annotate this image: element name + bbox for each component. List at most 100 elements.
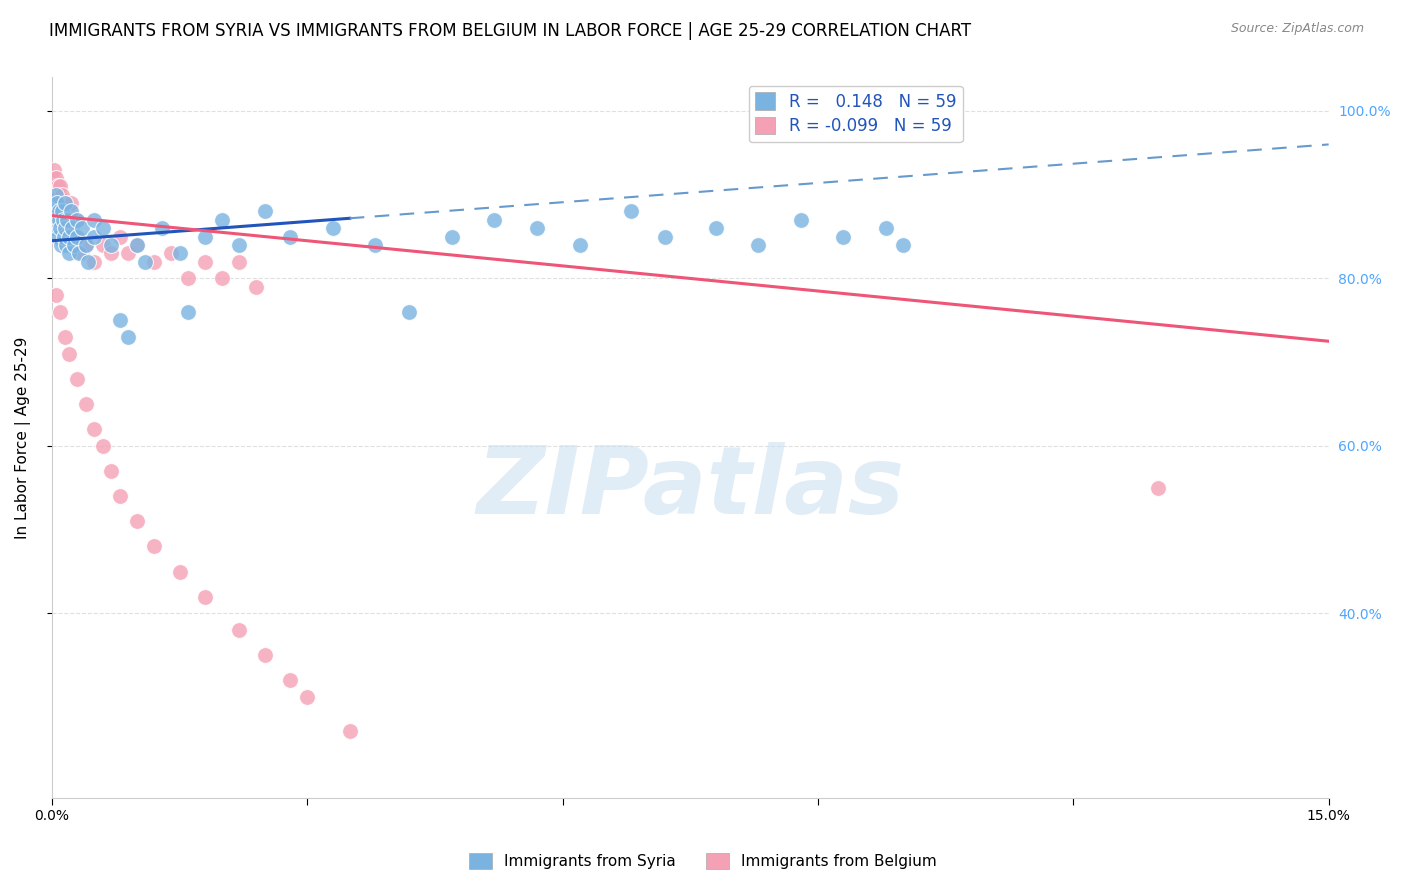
- Point: [484, 212, 506, 227]
- Point: [211, 212, 233, 227]
- Point: [49, 179, 72, 194]
- Point: [75, 397, 97, 411]
- Point: [177, 271, 200, 285]
- Point: [59, 204, 82, 219]
- Point: [83, 422, 105, 436]
- Point: [83, 229, 105, 244]
- Point: [45, 170, 67, 185]
- Point: [108, 313, 131, 327]
- Point: [67, 246, 90, 260]
- Point: [91, 221, 114, 235]
- Point: [45, 187, 67, 202]
- Point: [322, 221, 344, 235]
- Point: [52, 229, 75, 244]
- Point: [100, 238, 122, 252]
- Point: [55, 238, 77, 252]
- Point: [790, 212, 813, 227]
- Point: [66, 229, 89, 244]
- Point: [52, 212, 75, 227]
- Point: [83, 212, 105, 227]
- Point: [117, 330, 139, 344]
- Point: [58, 229, 80, 244]
- Point: [364, 238, 387, 252]
- Point: [60, 212, 83, 227]
- Point: [108, 489, 131, 503]
- Point: [45, 196, 67, 211]
- Point: [832, 229, 855, 244]
- Point: [58, 229, 80, 244]
- Point: [49, 221, 72, 235]
- Text: Source: ZipAtlas.com: Source: ZipAtlas.com: [1230, 22, 1364, 36]
- Point: [440, 229, 463, 244]
- Point: [44, 204, 66, 219]
- Point: [875, 221, 897, 235]
- Legend: Immigrants from Syria, Immigrants from Belgium: Immigrants from Syria, Immigrants from B…: [463, 847, 943, 875]
- Point: [66, 212, 89, 227]
- Point: [245, 280, 267, 294]
- Point: [398, 305, 420, 319]
- Text: ZIPatlas: ZIPatlas: [477, 442, 904, 534]
- Point: [52, 212, 75, 227]
- Point: [44, 187, 66, 202]
- Point: [58, 246, 80, 260]
- Point: [46, 229, 69, 244]
- Point: [117, 246, 139, 260]
- Text: IMMIGRANTS FROM SYRIA VS IMMIGRANTS FROM BELGIUM IN LABOR FORCE | AGE 25-29 CORR: IMMIGRANTS FROM SYRIA VS IMMIGRANTS FROM…: [49, 22, 972, 40]
- Point: [48, 204, 70, 219]
- Point: [70, 221, 93, 235]
- Point: [42, 221, 65, 235]
- Point: [194, 254, 217, 268]
- Point: [60, 221, 83, 235]
- Point: [45, 196, 67, 211]
- Point: [143, 254, 166, 268]
- Point: [1147, 481, 1170, 495]
- Point: [83, 254, 105, 268]
- Point: [125, 238, 148, 252]
- Point: [48, 187, 70, 202]
- Point: [76, 254, 98, 268]
- Point: [134, 254, 156, 268]
- Point: [143, 540, 166, 554]
- Point: [152, 221, 174, 235]
- Point: [125, 238, 148, 252]
- Point: [160, 246, 183, 260]
- Point: [194, 229, 217, 244]
- Point: [70, 246, 93, 260]
- Point: [568, 238, 591, 252]
- Point: [53, 330, 76, 344]
- Point: [228, 238, 250, 252]
- Point: [55, 221, 77, 235]
- Point: [51, 187, 73, 202]
- Point: [41, 170, 63, 185]
- Point: [295, 690, 318, 705]
- Point: [44, 179, 66, 194]
- Point: [339, 723, 361, 738]
- Point: [91, 439, 114, 453]
- Point: [278, 229, 301, 244]
- Point: [100, 246, 122, 260]
- Point: [228, 623, 250, 637]
- Point: [51, 196, 73, 211]
- Point: [253, 204, 276, 219]
- Point: [747, 238, 769, 252]
- Point: [42, 162, 65, 177]
- Point: [66, 212, 89, 227]
- Point: [44, 212, 66, 227]
- Point: [654, 229, 676, 244]
- Point: [228, 254, 250, 268]
- Point: [891, 238, 914, 252]
- Point: [125, 514, 148, 528]
- Point: [51, 238, 73, 252]
- Point: [211, 271, 233, 285]
- Point: [75, 238, 97, 252]
- Point: [100, 464, 122, 478]
- Point: [91, 238, 114, 252]
- Point: [66, 229, 89, 244]
- Point: [253, 648, 276, 663]
- Point: [56, 204, 79, 219]
- Point: [49, 305, 72, 319]
- Point: [55, 221, 77, 235]
- Point: [52, 204, 75, 219]
- Point: [620, 204, 643, 219]
- Point: [169, 565, 191, 579]
